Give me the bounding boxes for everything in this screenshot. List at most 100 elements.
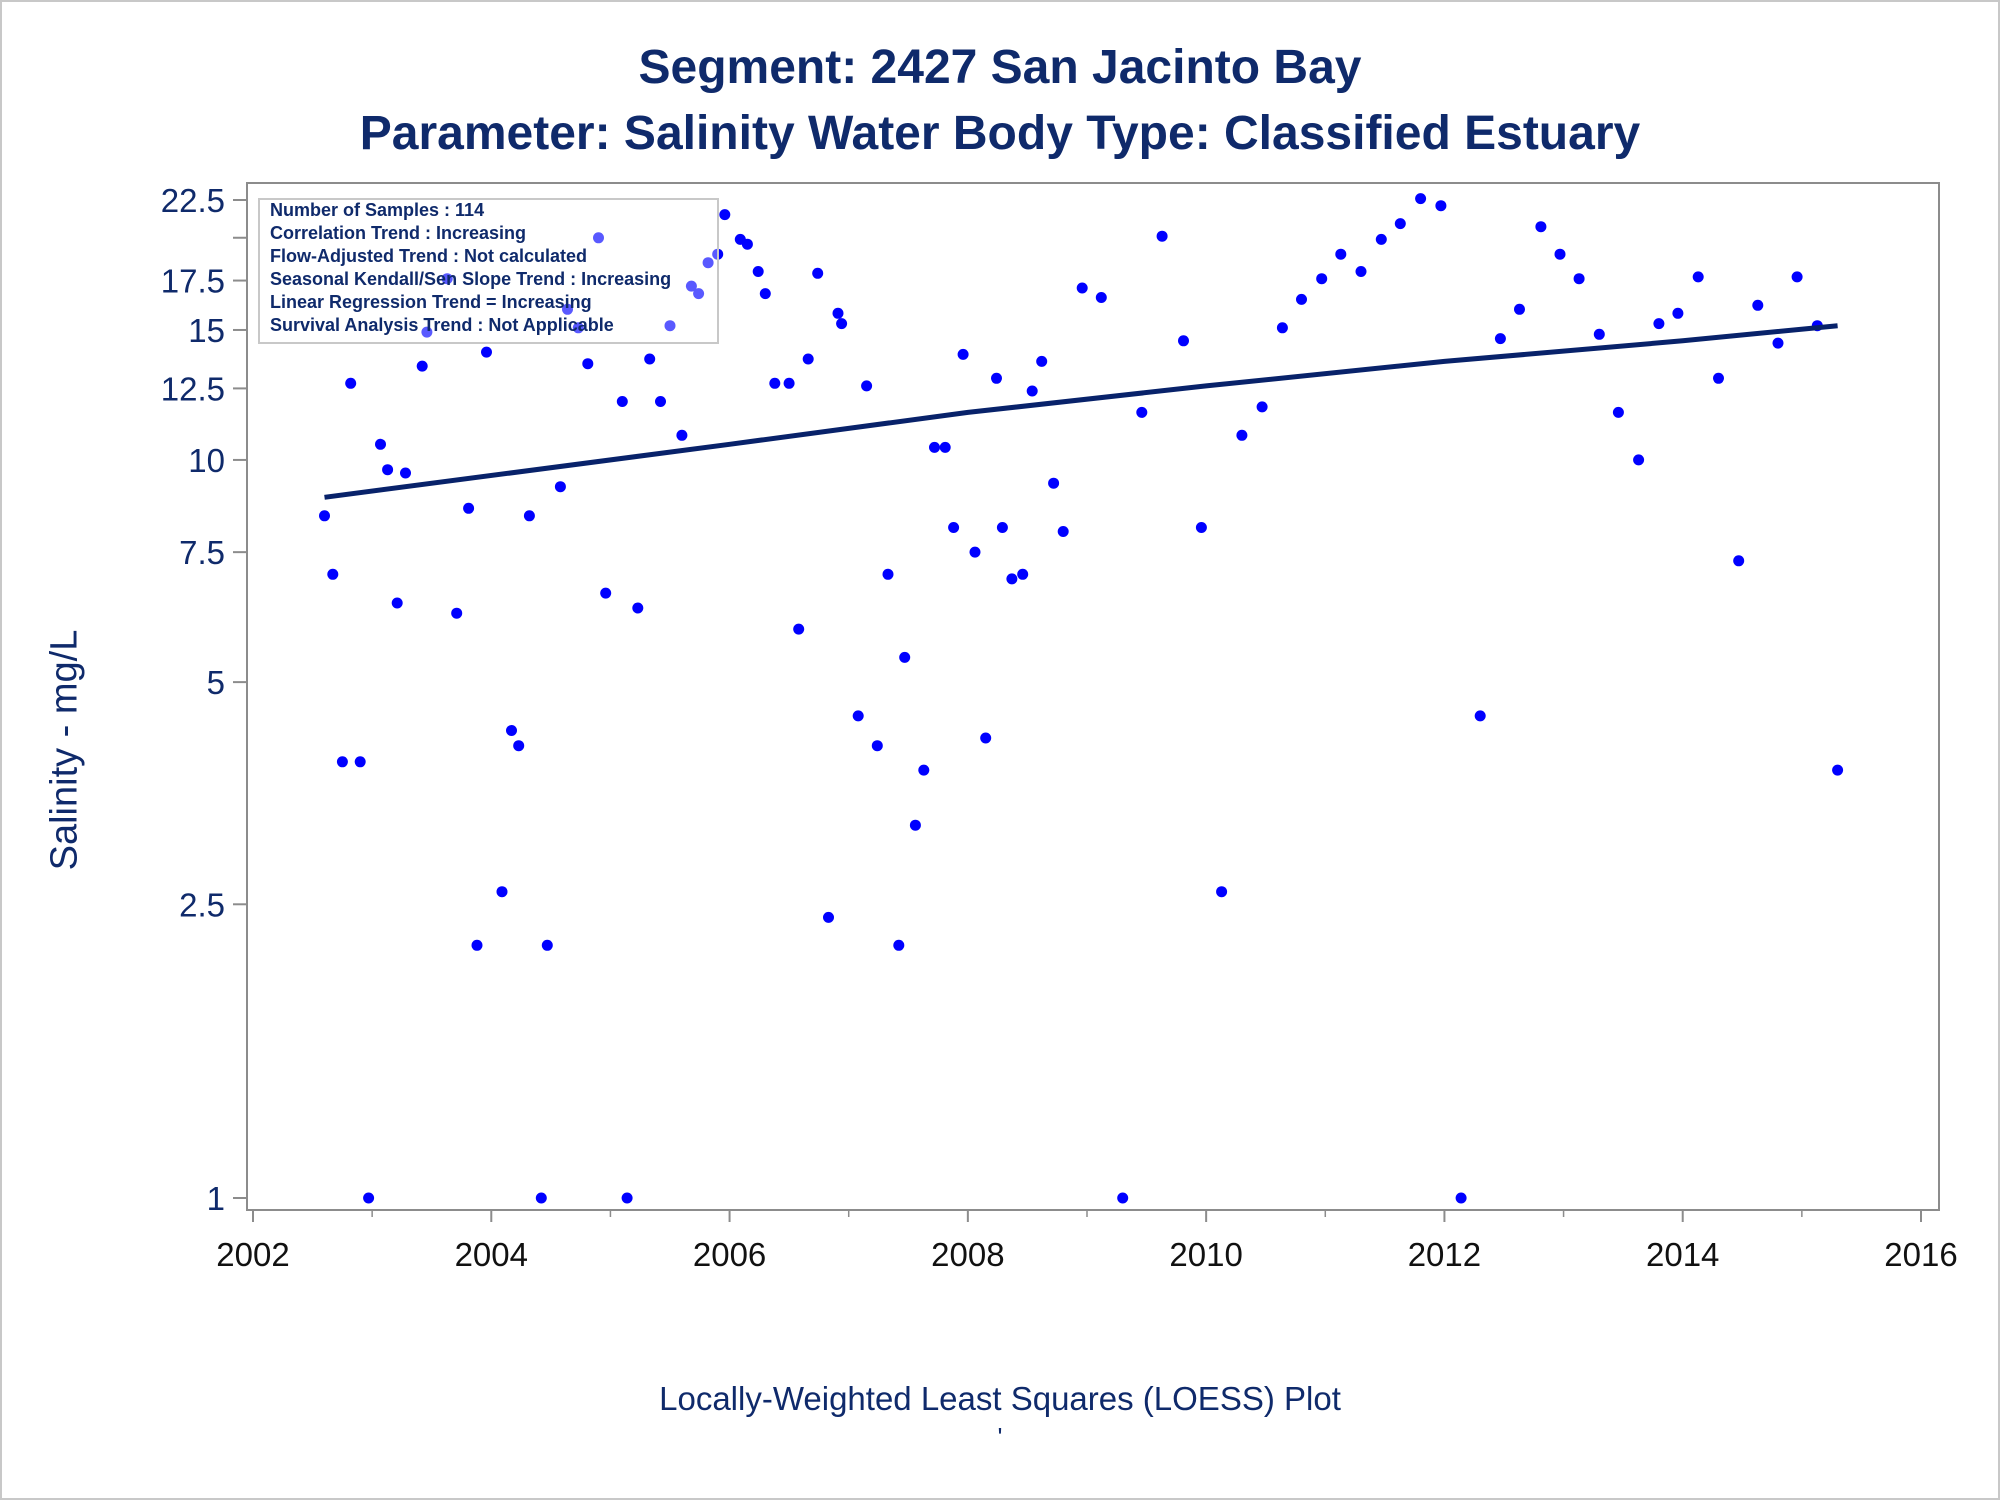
data-point — [1335, 248, 1347, 260]
data-point — [363, 1192, 375, 1204]
data-point — [1216, 886, 1228, 898]
data-point — [929, 441, 940, 453]
data-point — [496, 886, 508, 898]
footer-mark: ' — [997, 1422, 1003, 1452]
data-point — [823, 911, 834, 923]
data-point — [980, 732, 992, 744]
data-point — [327, 568, 339, 580]
data-point — [882, 568, 894, 580]
data-point — [1494, 333, 1506, 345]
data-point — [1593, 328, 1605, 340]
data-point — [1474, 710, 1486, 722]
data-point — [506, 725, 517, 736]
data-point — [1612, 406, 1624, 418]
data-point — [572, 322, 584, 334]
data-point — [899, 651, 911, 663]
data-point — [391, 597, 403, 609]
x-tick-label: 2010 — [1169, 1236, 1242, 1273]
data-point — [1455, 1192, 1467, 1204]
data-point — [400, 467, 411, 479]
data-point — [948, 522, 960, 533]
data-point — [1095, 292, 1107, 303]
data-point — [861, 380, 873, 392]
data-point — [893, 939, 905, 951]
data-point — [702, 257, 714, 269]
data-point — [812, 267, 824, 279]
data-point — [1017, 568, 1029, 580]
data-point — [1535, 221, 1547, 233]
data-point — [471, 939, 483, 951]
data-point — [600, 587, 612, 599]
data-point — [1276, 322, 1288, 334]
data-point — [1394, 218, 1406, 230]
x-tick-label: 2014 — [1646, 1236, 1719, 1273]
data-point — [616, 396, 628, 407]
data-point — [664, 320, 676, 332]
data-point — [375, 438, 386, 450]
data-point — [382, 464, 394, 476]
data-point — [1316, 273, 1328, 285]
legend-line-linear-regression: Linear Regression Trend = Increasing — [270, 292, 592, 312]
data-point — [1415, 193, 1427, 205]
data-point — [593, 232, 604, 244]
y-tick-label: 22.5 — [161, 182, 225, 219]
data-point — [676, 429, 688, 441]
data-point — [741, 238, 753, 250]
data-point — [1514, 303, 1525, 315]
y-tick-label: 7.5 — [179, 534, 225, 571]
x-tick-label: 2012 — [1408, 1236, 1481, 1273]
data-point — [345, 377, 357, 389]
x-tick-label: 2016 — [1884, 1236, 1957, 1273]
data-point — [685, 280, 697, 292]
data-point — [793, 623, 805, 635]
y-tick-label: 12.5 — [161, 370, 225, 407]
data-point — [354, 756, 366, 768]
data-point — [1355, 266, 1367, 277]
data-point — [1296, 293, 1307, 305]
chart-subtitle: Parameter: Salinity Water Body Type: Cla… — [359, 107, 1641, 160]
data-point — [719, 209, 731, 221]
data-point — [336, 756, 348, 768]
x-tick-label: 2008 — [931, 1236, 1004, 1273]
data-point — [632, 602, 644, 614]
data-point — [582, 358, 594, 370]
data-point — [644, 353, 656, 365]
data-point — [1026, 385, 1038, 397]
data-point — [1195, 522, 1207, 533]
data-point — [513, 740, 525, 752]
data-point — [655, 396, 666, 407]
y-tick-label: 5 — [207, 664, 225, 701]
data-point — [1375, 233, 1387, 245]
data-point — [832, 307, 844, 319]
y-tick-label: 10 — [188, 442, 225, 479]
data-point — [1435, 200, 1447, 212]
data-point — [1236, 429, 1248, 441]
data-point — [451, 607, 463, 619]
x-tick-label: 2002 — [216, 1236, 289, 1273]
data-point — [969, 546, 981, 558]
data-point — [693, 288, 705, 300]
y-tick-label: 1 — [207, 1180, 225, 1217]
data-point — [1256, 401, 1268, 413]
legend-line-flow-adjusted: Flow-Adjusted Trend : Not calculated — [270, 246, 588, 266]
data-point — [909, 819, 921, 831]
data-point — [535, 1192, 547, 1204]
data-point — [1117, 1192, 1129, 1204]
data-point — [1692, 271, 1704, 283]
y-tick-label: 17.5 — [161, 263, 225, 300]
loess-line — [324, 323, 1838, 500]
data-point — [1573, 273, 1585, 285]
data-point — [1713, 372, 1724, 384]
legend-line-survival-analysis: Survival Analysis Trend : Not Applicable — [270, 315, 614, 335]
y-axis-label: Salinity - mg/L — [43, 629, 86, 871]
data-point — [802, 353, 814, 365]
data-point — [939, 441, 951, 453]
data-point — [441, 273, 453, 285]
data-point — [1772, 337, 1784, 349]
data-point — [1752, 299, 1764, 311]
x-tick-label: 2006 — [693, 1236, 766, 1273]
y-tick-label: 2.5 — [179, 886, 225, 923]
data-point — [836, 318, 848, 330]
